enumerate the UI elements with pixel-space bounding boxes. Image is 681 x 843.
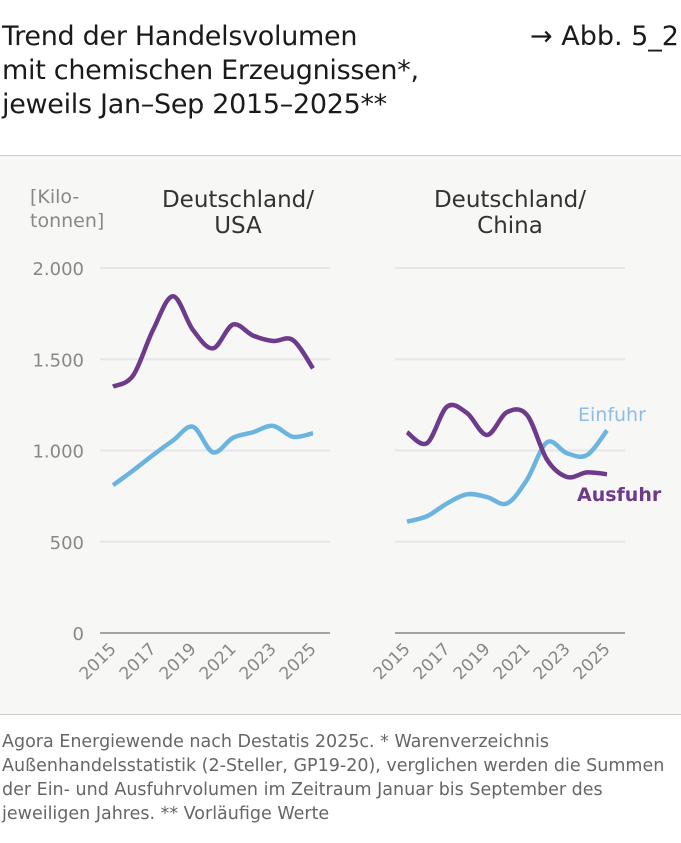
y-tick-label: 500 [50, 533, 84, 554]
y-tick-label: 1.000 [32, 442, 84, 463]
panel-title: USA [214, 213, 262, 239]
x-tick-label: 2019 [450, 639, 495, 684]
x-tick-label: 2021 [196, 639, 241, 684]
x-tick-label: 2015 [76, 639, 121, 684]
plot-area [0, 155, 681, 715]
x-tick-label: 2023 [236, 639, 281, 684]
source-note: Agora Energiewende nach Destatis 2025c. … [2, 732, 665, 824]
chart-title: Trend der Handelsvolumen mit chemischen … [2, 20, 502, 122]
legend-label-ausfuhr: Ausfuhr [577, 484, 662, 506]
panel-title: Deutschland/ [162, 187, 314, 213]
x-tick-label: 2025 [276, 639, 321, 684]
series-line-einfuhr [111, 423, 314, 487]
y-axis-label: [Kilo- [30, 186, 79, 208]
title-line: mit chemischen Erzeugnissen*, [2, 55, 419, 86]
y-tick-label: 1.500 [32, 350, 84, 371]
series-line-ausfuhr [111, 294, 315, 389]
title-line: jeweils Jan–Sep 2015–2025** [2, 89, 387, 120]
legend-label-einfuhr: Einfuhr [578, 404, 646, 426]
x-tick-label: 2021 [490, 639, 535, 684]
figure-reference: → Abb. 5_2 [530, 21, 679, 52]
x-tick-label: 2025 [570, 639, 615, 684]
x-tick-label: 2015 [370, 639, 415, 684]
y-axis-label: tonnen] [30, 210, 104, 232]
panel-title: Deutschland/ [434, 187, 586, 213]
title-line: Trend der Handelsvolumen [2, 21, 358, 52]
x-tick-label: 2017 [116, 639, 161, 684]
x-tick-label: 2019 [156, 639, 201, 684]
y-tick-label: 0 [73, 624, 84, 645]
panel-title: China [477, 213, 543, 239]
x-tick-label: 2017 [410, 639, 455, 684]
y-tick-label: 2.000 [32, 259, 84, 280]
series-line-ausfuhr [405, 402, 608, 480]
x-tick-label: 2023 [530, 639, 575, 684]
